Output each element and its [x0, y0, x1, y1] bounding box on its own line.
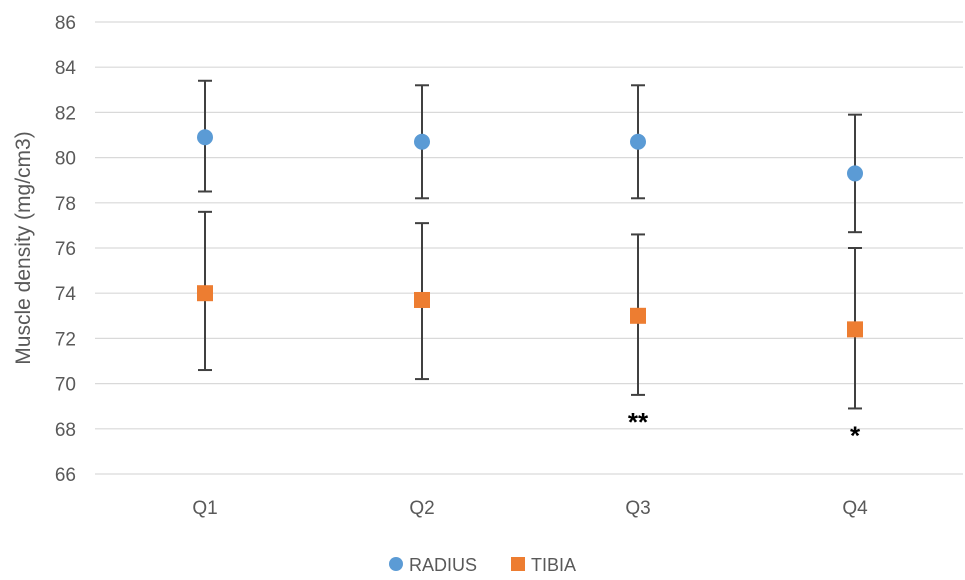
x-tick-label: Q1 [192, 498, 217, 519]
tibia-point [197, 285, 213, 302]
y-tick-label: 74 [55, 284, 77, 305]
radius-point [414, 133, 430, 150]
tibia-point [414, 291, 430, 308]
y-axis-title: Muscle density (mg/cm3) [12, 131, 35, 364]
y-tick-label: 68 [55, 420, 76, 441]
tibia-point [630, 307, 646, 324]
y-tick-label: 86 [55, 13, 76, 34]
legend-label: RADIUS [409, 555, 477, 575]
radius-point [197, 129, 213, 146]
legend-tibia-marker [511, 557, 525, 571]
significance-annotation: ** [628, 407, 649, 437]
radius-point [847, 165, 863, 182]
y-tick-label: 80 [55, 149, 76, 170]
gridlines [95, 21, 963, 475]
y-tick-label: 82 [55, 103, 76, 124]
y-tick-label: 76 [55, 239, 76, 260]
data-markers [197, 129, 863, 338]
y-tick-label: 66 [55, 465, 76, 486]
x-tick-labels: Q1 Q2 Q3 Q4 [192, 498, 868, 519]
annotations: ** * [628, 407, 861, 451]
y-tick-label: 70 [55, 375, 76, 396]
x-tick-label: Q3 [625, 498, 650, 519]
y-tick-label: 84 [55, 58, 77, 79]
y-tick-label: 72 [55, 329, 76, 350]
tibia-point [847, 321, 863, 338]
significance-annotation: * [850, 420, 861, 450]
legend-radius-marker [389, 557, 403, 571]
x-tick-label: Q2 [409, 498, 434, 519]
error-bars [198, 79, 862, 410]
y-tick-labels: 66 68 70 72 74 76 78 80 82 84 86 [55, 13, 77, 486]
legend-label: TIBIA [531, 555, 576, 575]
x-tick-label: Q4 [842, 498, 868, 519]
radius-point [630, 133, 646, 150]
legend: RADIUS TIBIA [389, 555, 576, 575]
y-tick-label: 78 [55, 194, 76, 215]
